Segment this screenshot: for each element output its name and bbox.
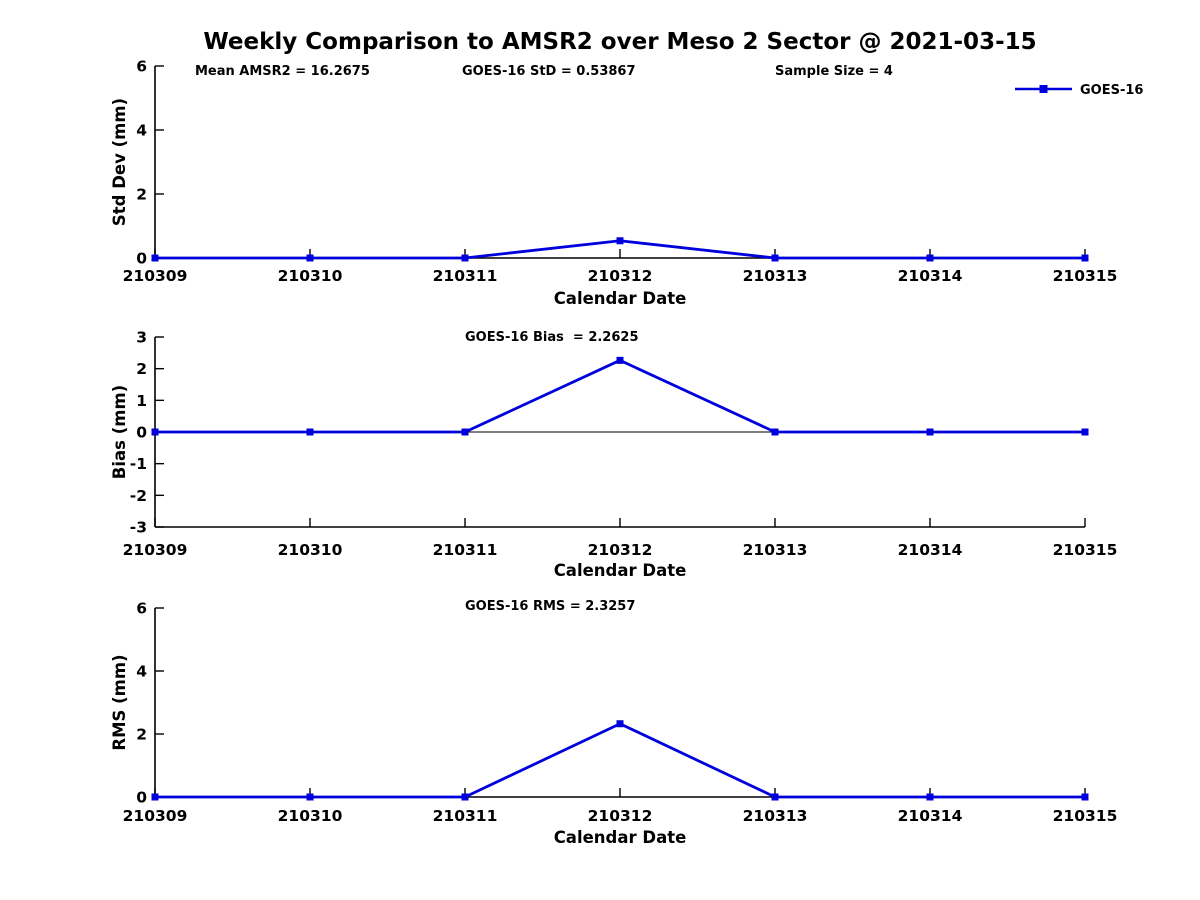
figure-title: Weekly Comparison to AMSR2 over Meso 2 S… [203, 29, 1037, 55]
rms-chart: 0 2 4 6 210309 210310 210311 210312 210313 210314… [110, 599, 1118, 847]
data-point-marker [616, 237, 624, 245]
data-point-marker [306, 254, 314, 262]
x-tick-label: 210309 [123, 541, 188, 559]
y-tick-label: 6 [136, 600, 147, 618]
data-point-marker [616, 356, 624, 364]
x-tick-label: 210312 [588, 541, 653, 559]
x-axis-label: Calendar Date [554, 289, 687, 308]
x-tick-label: 210314 [898, 267, 963, 285]
data-point-marker [1081, 793, 1089, 801]
annotation: GOES-16 RMS = 2.3257 [465, 599, 635, 614]
x-tick-label: 210311 [433, 267, 498, 285]
data-point-marker [1081, 428, 1089, 436]
data-point-marker [151, 793, 159, 801]
y-tick-label: -2 [130, 487, 147, 505]
y-tick-label: 0 [136, 424, 147, 442]
x-tick-label: 210309 [123, 267, 188, 285]
y-tick-label: 2 [136, 360, 147, 378]
data-line [155, 722, 1085, 799]
data-point-marker [306, 793, 314, 801]
x-tick-label: 210311 [433, 541, 498, 559]
x-tick-label: 210315 [1053, 807, 1118, 825]
legend-marker [1039, 85, 1048, 93]
y-tick-label: -1 [130, 455, 147, 473]
bias-chart: -3 -2 -1 0 1 2 3 210309 210310 210311 210312 210313… [110, 329, 1118, 581]
x-tick-label: 210309 [123, 807, 188, 825]
x-tick-label: 210313 [743, 807, 808, 825]
annotation: Mean AMSR2 = 16.2675 [195, 64, 370, 79]
y-tick-label: 1 [136, 392, 147, 410]
y-tick-label: 6 [136, 58, 147, 76]
x-tick-label: 210314 [898, 807, 963, 825]
y-axis-label: Bias (mm) [110, 385, 129, 479]
y-tick-label: 3 [136, 329, 147, 347]
x-axis-label: Calendar Date [554, 561, 687, 580]
data-point-marker [461, 254, 469, 262]
data-point-marker [151, 428, 159, 436]
y-tick-label: 2 [136, 726, 147, 744]
data-point-marker [461, 428, 469, 436]
y-tick-label: -3 [130, 519, 147, 537]
y-tick-label: 0 [136, 789, 147, 807]
y-axis-label: RMS (mm) [110, 654, 129, 750]
annotation: Sample Size = 4 [775, 64, 893, 79]
data-point-marker [616, 720, 624, 728]
data-point-marker [306, 428, 314, 436]
x-tick-label: 210313 [743, 267, 808, 285]
data-line [155, 358, 1085, 434]
data-point-marker [771, 428, 779, 436]
x-tick-label: 210315 [1053, 541, 1118, 559]
x-tick-label: 210310 [278, 807, 343, 825]
data-point-marker [461, 793, 469, 801]
data-point-marker [1081, 254, 1089, 262]
y-tick-label: 4 [136, 122, 147, 140]
data-point-marker [151, 254, 159, 262]
y-tick-label: 2 [136, 186, 147, 204]
x-tick-label: 210310 [278, 541, 343, 559]
annotation: GOES-16 StD = 0.53867 [462, 64, 636, 79]
x-tick-label: 210312 [588, 807, 653, 825]
x-tick-label: 210312 [588, 267, 653, 285]
x-tick-label: 210311 [433, 807, 498, 825]
legend-label: GOES-16 [1080, 83, 1143, 98]
data-point-marker [771, 793, 779, 801]
x-axis-label: Calendar Date [554, 828, 687, 847]
x-tick-label: 210314 [898, 541, 963, 559]
annotation: GOES-16 Bias = 2.2625 [465, 330, 639, 345]
stddev-chart: 0 2 4 6 210309 210310 210311 210312 210313 210314… [110, 58, 1143, 309]
x-tick-label: 210310 [278, 267, 343, 285]
y-tick-label: 4 [136, 663, 147, 681]
data-point-marker [771, 254, 779, 262]
x-tick-label: 210315 [1053, 267, 1118, 285]
x-tick-label: 210313 [743, 541, 808, 559]
y-tick-label: 0 [136, 250, 147, 268]
data-point-marker [926, 254, 934, 262]
data-point-marker [926, 428, 934, 436]
y-axis-label: Std Dev (mm) [110, 98, 129, 226]
data-point-marker [926, 793, 934, 801]
